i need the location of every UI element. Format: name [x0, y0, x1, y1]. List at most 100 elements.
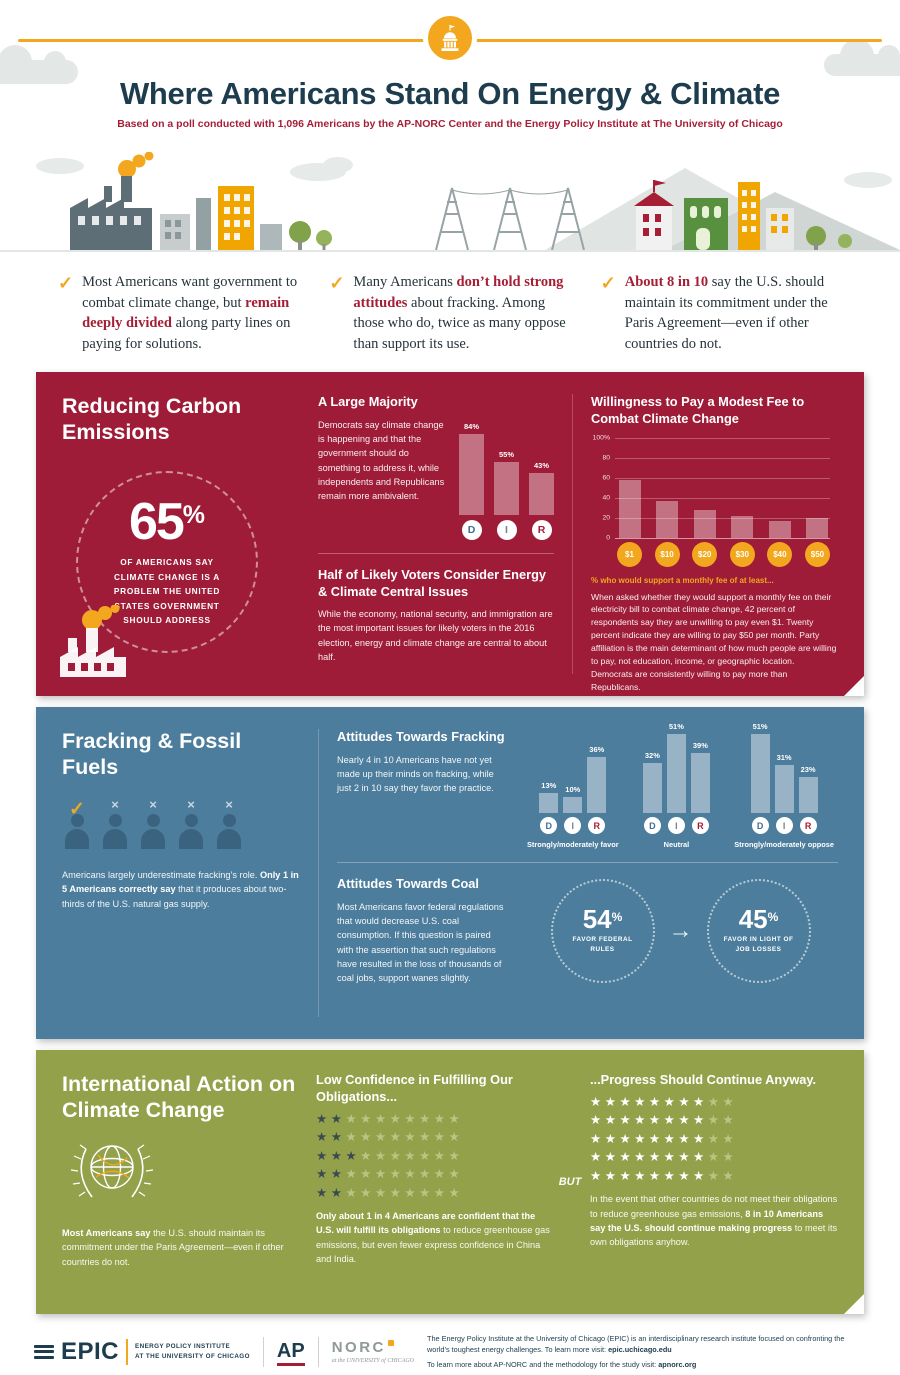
progress-column: ...Progress Should Continue Anyway. ★ ★ ★ ★… — [590, 1072, 838, 1292]
fracking-content-column: Attitudes Towards Fracking Nearly 4 in 1… — [318, 722, 838, 1018]
star-icon: ★ — [448, 1148, 460, 1163]
fee-text: When asked whether they would support a … — [591, 591, 837, 692]
star-icon: ★ — [663, 1113, 675, 1128]
carbon-stat-value: 65% — [128, 493, 206, 552]
star-icon: ★ — [590, 1094, 602, 1109]
star-icon: ★ — [619, 1131, 631, 1146]
independent-icon: I — [667, 817, 685, 835]
carbon-title-column: Reducing Carbon Emissions 65% OF AMERICA… — [60, 394, 300, 678]
bar: 32% — [642, 751, 662, 814]
progress-text: In the event that other countries do not… — [590, 1194, 838, 1248]
star-icon: ★ — [374, 1167, 387, 1182]
star-icon: ★ — [389, 1185, 401, 1200]
coal-stat-label: FAVOR FEDERAL RULES — [572, 936, 633, 954]
star-icon: ★ — [648, 1113, 661, 1128]
bar-group-usd20 — [692, 509, 718, 538]
bar: 51% — [666, 722, 686, 814]
star-icon: ★ — [707, 1131, 719, 1146]
international-intro-column: International Action on Climate Change — [62, 1072, 298, 1292]
coal-stat-value: 54% — [582, 904, 623, 935]
star-icon: ★ — [663, 1168, 675, 1183]
voters-heading: Half of Likely Voters Consider Energy & … — [318, 566, 547, 599]
star-icon: ★ — [722, 1150, 734, 1165]
fee-amount-badge: $40 — [767, 541, 793, 567]
star-icon: ★ — [648, 1131, 661, 1146]
star-icon: ★ — [693, 1150, 705, 1165]
star-icon: ★ — [345, 1111, 357, 1126]
bar-value-label: 43% — [533, 460, 550, 470]
cityscape-illustration — [0, 152, 900, 254]
y-axis-tick: 80 — [602, 454, 610, 462]
y-axis-tick: 0 — [606, 534, 610, 542]
bar-value-label: 32% — [644, 751, 660, 761]
star-icon: ★ — [663, 1150, 675, 1165]
star-icon: ★ — [693, 1168, 705, 1183]
header: Where Americans Stand On Energy & Climat… — [0, 0, 900, 138]
fracking-intro-column: Fracking & Fossil Fuels ✓ × × × × Americans … — [62, 729, 300, 1017]
democrat-icon: D — [643, 817, 661, 835]
star-icon: ★ — [330, 1167, 342, 1182]
star-icon: ★ — [404, 1111, 416, 1126]
bar: 43% — [529, 461, 554, 515]
star-row: ★ ★ ★ ★ ★ ★ ★ ★ ★ ★ — [316, 1168, 550, 1181]
republican-icon: R — [799, 817, 817, 835]
bar — [731, 515, 754, 538]
star-row: ★ ★ ★ ★ ★ ★ ★ ★ ★ ★ — [590, 1151, 838, 1164]
republican-icon: R — [531, 519, 552, 540]
star-icon: ★ — [360, 1167, 372, 1182]
star-icon: ★ — [663, 1094, 675, 1109]
bar: 31% — [774, 753, 794, 814]
group-label: Neutral — [663, 840, 690, 850]
star-icon: ★ — [316, 1148, 328, 1163]
star-icon: ★ — [448, 1167, 460, 1182]
attitudes-fracking-text: Nearly 4 in 10 Americans have not yet ma… — [337, 754, 494, 794]
star-icon: ★ — [619, 1150, 631, 1165]
star-icon: ★ — [433, 1148, 445, 1163]
independent-icon: I — [564, 817, 582, 835]
star-icon: ★ — [619, 1168, 631, 1183]
carbon-emissions-panel: Reducing Carbon Emissions 65% OF AMERICA… — [36, 372, 864, 697]
page-subtitle: Based on a poll conducted with 1,096 Ame… — [117, 118, 783, 130]
fee-amount-badge: $10 — [654, 541, 680, 567]
bar-group-oppose: 51% D 31% I 23% R Strongly/moderately oppose — [734, 722, 834, 849]
finding-text: Many Americans don’t hold strong attitud… — [353, 274, 566, 352]
divider — [126, 1338, 129, 1365]
party-majority-chart: 84% D 55% I 43% R — [459, 418, 554, 540]
bar: 23% — [798, 765, 818, 814]
footer: EPIC ENERGY POLICY INSTITUTE AT THE UNIV… — [0, 1314, 900, 1375]
group-label: Strongly/moderately favor — [527, 840, 619, 850]
star-icon: ★ — [604, 1113, 616, 1128]
y-axis-tick: 40 — [602, 494, 610, 502]
fracking-title: Fracking & Fossil Fuels — [62, 729, 242, 779]
voters-text: While the economy, national security, an… — [318, 609, 553, 662]
bar-group-usd30 — [729, 515, 755, 538]
apnorc-link[interactable]: apnorc.org — [658, 1360, 697, 1370]
coal-circles: 54% FAVOR FEDERAL RULES → 45% FAVOR IN L… — [523, 876, 838, 985]
x-icon: × — [111, 797, 119, 813]
finding-highlight: don’t hold strong attitudes — [353, 274, 564, 311]
bar-group-neutral: 32% D 51% I 39% R Neutral — [642, 722, 710, 850]
person-icon: × — [176, 796, 206, 854]
fracking-intro-text: Americans largely underestimate fracking… — [62, 870, 299, 909]
epic-link[interactable]: epic.uchicago.edu — [608, 1345, 672, 1355]
footer-text: The Energy Policy Institute at the Unive… — [427, 1333, 845, 1370]
bar: 36% — [587, 745, 607, 814]
norc-accent-icon — [387, 1340, 394, 1347]
fee-column: Willingness to Pay a Modest Fee to Comba… — [572, 394, 838, 692]
carbon-stat-caption: OF AMERICANS SAY CLIMATE CHANGE IS A PRO… — [113, 557, 221, 626]
star-icon: ★ — [590, 1150, 602, 1165]
arrow-right-icon: → — [668, 916, 693, 944]
star-icon: ★ — [590, 1131, 602, 1146]
star-icon: ★ — [360, 1148, 372, 1163]
star-row: ★ ★ ★ ★ ★ ★ ★ ★ ★ ★ — [590, 1170, 838, 1183]
star-row: ★ ★ ★ ★ ★ ★ ★ ★ ★ ★ — [316, 1150, 550, 1163]
star-icon: ★ — [419, 1167, 431, 1182]
fee-amount-badge: $20 — [692, 541, 718, 567]
x-icon: × — [149, 797, 157, 813]
democrat-icon: D — [540, 817, 558, 835]
bar: 10% — [563, 785, 583, 814]
star-icon: ★ — [707, 1168, 719, 1183]
star-icon: ★ — [330, 1148, 342, 1163]
bar-value-label: 39% — [692, 741, 708, 751]
